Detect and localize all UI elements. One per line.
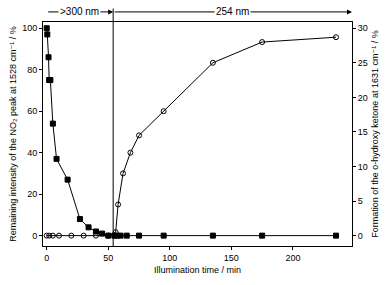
svg-text:80: 80 <box>27 65 37 75</box>
svg-text:40: 40 <box>27 148 37 158</box>
svg-text:200: 200 <box>285 253 300 263</box>
svg-text:0: 0 <box>358 231 363 241</box>
svg-text:254 nm: 254 nm <box>216 6 249 17</box>
svg-text:>300 nm: >300 nm <box>60 6 99 17</box>
svg-text:0: 0 <box>44 253 49 263</box>
svg-text:5: 5 <box>358 196 363 206</box>
svg-text:150: 150 <box>224 253 239 263</box>
svg-text:100: 100 <box>162 253 177 263</box>
svg-text:10: 10 <box>358 162 368 172</box>
svg-text:50: 50 <box>103 253 113 263</box>
svg-text:20: 20 <box>27 189 37 199</box>
svg-text:20: 20 <box>358 93 368 103</box>
svg-text:Remaining intensity of the NO₂: Remaining intensity of the NO₂ peak at 1… <box>8 26 18 241</box>
svg-text:15: 15 <box>358 127 368 137</box>
svg-text:Illumination time / min: Illumination time / min <box>154 265 241 275</box>
svg-text:Formation of the o-hydroxy ket: Formation of the o-hydroxy ketone at 163… <box>370 30 380 237</box>
svg-text:30: 30 <box>358 23 368 33</box>
svg-text:100: 100 <box>22 23 37 33</box>
svg-text:60: 60 <box>27 106 37 116</box>
svg-text:25: 25 <box>358 58 368 68</box>
svg-text:0: 0 <box>32 231 37 241</box>
